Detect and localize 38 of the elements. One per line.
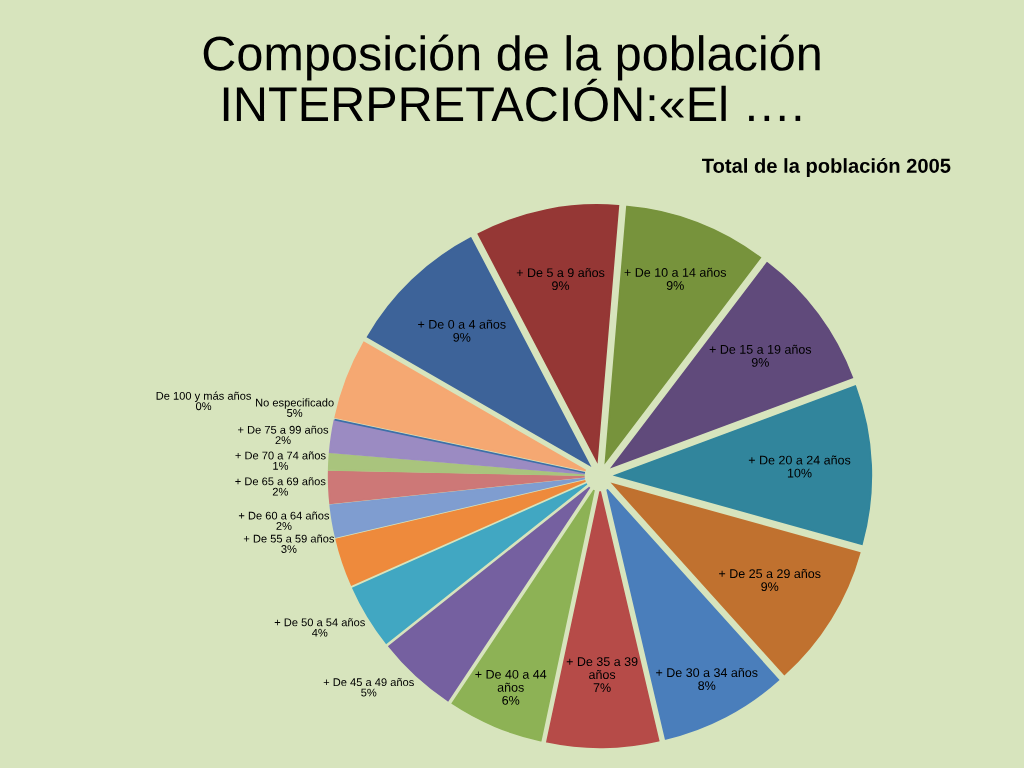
slice-label: + De 0 a 4 años (418, 319, 506, 329)
slice-label: + De 55 a 59 años (243, 534, 335, 543)
slice-label: + De 50 a 54 años (274, 618, 365, 627)
data-label: 2% (272, 487, 288, 496)
data-label: 2% (276, 522, 292, 530)
data-label: 5% (287, 409, 303, 417)
slice-label: + De 45 a 49 años (323, 678, 414, 687)
data-label: 4% (311, 628, 328, 637)
data-label: 3% (281, 545, 297, 553)
data-label: 9% (666, 281, 684, 290)
slice-label: + De 35 a 39 años (566, 657, 638, 680)
data-label: 9% (453, 332, 471, 342)
data-label: 7% (593, 683, 611, 692)
chart-subtitle: Total de la población 2005 (702, 157, 951, 177)
data-label: 1% (273, 461, 289, 470)
category-label: De 100 y más años (156, 391, 252, 402)
data-label: 5% (361, 688, 377, 697)
data-label: 8% (698, 681, 716, 691)
data-label: 2% (275, 436, 291, 445)
text: 0% (195, 402, 212, 411)
slice-label: + De 75 a 99 años (238, 425, 329, 434)
slice-label: + De 65 a 69 años (235, 477, 326, 486)
data-label: 9% (761, 582, 779, 592)
slice-label: No especificado (255, 398, 334, 409)
data-label: 6% (502, 695, 520, 705)
slice-label: + De 60 a 64 años (238, 511, 330, 520)
chart-title: Composición de la población INTERPRETACIÓN:«El …. (203, 34, 820, 122)
data-label: 9% (751, 357, 769, 367)
slice-label: + De 25 a 29 años (719, 568, 821, 579)
slice-label: + De 70 a 74 años (235, 451, 326, 460)
slice-label: + De 5 a 9 años (516, 268, 605, 278)
data-label: 9% (552, 281, 570, 291)
slice-label: + De 10 a 14 años (624, 267, 727, 277)
slice-label: + De 20 a 24 años (748, 455, 851, 465)
slice-label: + De 40 a 44 años (475, 669, 547, 692)
data-label: 10% (787, 468, 812, 478)
slice-label: + De 30 a 34 años (656, 667, 758, 678)
slice-label: + De 15 a 19 años (709, 344, 812, 354)
